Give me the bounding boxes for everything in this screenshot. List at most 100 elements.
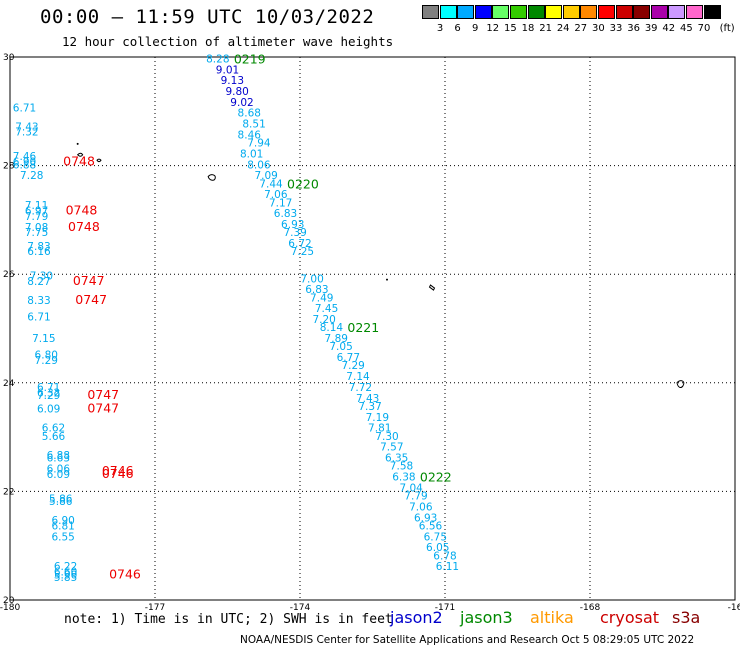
latitude-label: 24 <box>3 379 15 389</box>
wave-height-value: 6.75 <box>424 531 447 543</box>
wave-height-value: 5.85 <box>54 572 77 584</box>
island-shape <box>76 152 84 157</box>
wave-height-value: 8.68 <box>238 108 261 120</box>
satellite-label: jason2 <box>390 608 443 627</box>
legend-label: 3 <box>436 23 444 34</box>
wave-height-value: 7.25 <box>291 246 314 258</box>
legend-swatch <box>492 5 510 19</box>
wave-height-value: 8.14 <box>320 322 344 334</box>
pass-time-label: 0747 <box>73 273 105 288</box>
legend-label: 21 <box>539 23 552 34</box>
wave-height-value: 6.71 <box>37 382 60 394</box>
wave-height-value: 6.83 <box>305 284 328 296</box>
legend-swatch <box>439 5 457 19</box>
map-frame <box>9 56 736 601</box>
wave-height-value: 9.01 <box>216 64 239 76</box>
wave-height-value: 6.88 <box>13 159 36 171</box>
legend-swatch <box>686 5 703 19</box>
wave-height-value: 6.09 <box>37 404 60 416</box>
island-shape <box>428 284 436 291</box>
footnote: note: 1) Time is in UTC; 2) SWH is in fe… <box>64 612 393 627</box>
pass-time-label: 0746 <box>102 466 134 481</box>
wave-height-value: 7.94 <box>247 138 271 150</box>
wave-height-value: 8.27 <box>27 276 50 288</box>
wave-height-value: 6.83 <box>274 208 297 220</box>
wave-height-value: 7.11 <box>25 200 48 212</box>
island-dot <box>76 142 79 145</box>
wave-height-value: 7.79 <box>404 491 427 503</box>
legend-swatch <box>510 5 527 19</box>
legend-label: 6 <box>454 23 461 34</box>
legend-unit: (ft) <box>719 23 735 34</box>
satellite-label: jason3 <box>460 608 513 627</box>
wave-height-value: 7.37 <box>358 401 381 413</box>
pass-time-label: 0747 <box>87 401 119 416</box>
map-title: 00:00 – 11:59 UTC 10/03/2022 <box>40 6 375 28</box>
legend-swatch <box>545 5 563 19</box>
island-shape <box>207 174 216 181</box>
wave-height-value: 7.81 <box>368 423 391 435</box>
pass-time-label: 0748 <box>66 202 98 217</box>
wave-height-value: 7.43 <box>15 121 38 133</box>
pass-time-label: 0748 <box>63 154 95 169</box>
wave-height-value: 6.35 <box>385 453 408 465</box>
wave-height-value: 7.30 <box>30 271 53 283</box>
satellite-label: altika <box>530 608 574 627</box>
wave-height-value: 6.56 <box>419 520 443 532</box>
wave-height-value: 7.39 <box>283 227 306 239</box>
wave-height-value: 9.02 <box>230 97 253 109</box>
satellite-label: cryosat <box>600 608 660 627</box>
legend-swatch <box>703 5 721 19</box>
legend-swatch <box>562 5 580 19</box>
wave-height-value: 7.58 <box>390 461 413 473</box>
wave-height-value: 6.71 <box>27 311 50 323</box>
wave-height-value: 7.29 <box>341 360 364 372</box>
wave-height-value: 6.90 <box>13 157 36 169</box>
longitude-label: -171 <box>435 603 455 613</box>
wave-height-value: 7.75 <box>25 227 48 239</box>
legend-label: 42 <box>662 23 676 34</box>
wave-height-value: 7.49 <box>310 292 333 304</box>
wave-height-value: 7.30 <box>375 431 398 443</box>
legend-label: 15 <box>504 23 517 34</box>
pass-time-label: 0220 <box>287 176 319 191</box>
wave-height-value: 6.60 <box>54 567 77 579</box>
wave-height-value: 8.46 <box>238 129 262 141</box>
legend-label: 39 <box>644 23 658 34</box>
pass-time-label: 0746 <box>109 566 141 581</box>
longitude-label: -168 <box>580 603 601 613</box>
wave-height-value: 6.71 <box>13 102 36 114</box>
pass-time-label: 0747 <box>75 292 107 307</box>
satellite-label: s3a <box>672 608 701 627</box>
wave-height-value: 6.78 <box>433 550 456 562</box>
wave-height-value: 7.06 <box>264 189 288 201</box>
island-shape <box>96 158 102 163</box>
wave-height-value: 7.29 <box>35 355 58 367</box>
wave-height-value: 8.28 <box>206 53 229 65</box>
wave-height-value: 7.15 <box>32 333 55 345</box>
wave-height-value: 7.89 <box>325 333 348 345</box>
wave-height-value: 7.44 <box>259 178 283 190</box>
wave-height-value: 7.57 <box>380 442 403 454</box>
legend-swatch <box>668 5 686 19</box>
wave-height-value: 5.86 <box>49 496 73 508</box>
wave-height-value: 7.05 <box>329 341 352 353</box>
legend-swatch <box>633 5 651 19</box>
latitude-label: 30 <box>3 53 15 63</box>
pass-time-label: 0748 <box>68 219 100 234</box>
latitude-label: 22 <box>3 487 14 497</box>
wave-height-value: 6.11 <box>436 561 459 573</box>
wave-height-value: 8.01 <box>240 148 263 160</box>
longitude-label: -174 <box>290 603 311 613</box>
latitude-label: 20 <box>3 596 15 606</box>
legend-label: 18 <box>521 23 535 34</box>
wave-height-value: 7.45 <box>315 303 338 315</box>
legend-swatch <box>527 5 545 19</box>
latitude-label: 28 <box>3 162 15 172</box>
pass-time-label: 0221 <box>347 320 379 335</box>
wave-height-value: 7.32 <box>15 127 38 139</box>
wave-height-value: 6.97 <box>25 205 48 217</box>
longitude-label: -177 <box>145 603 165 613</box>
wave-height-value: 7.08 <box>25 222 48 234</box>
wave-height-value: 6.77 <box>337 352 360 364</box>
